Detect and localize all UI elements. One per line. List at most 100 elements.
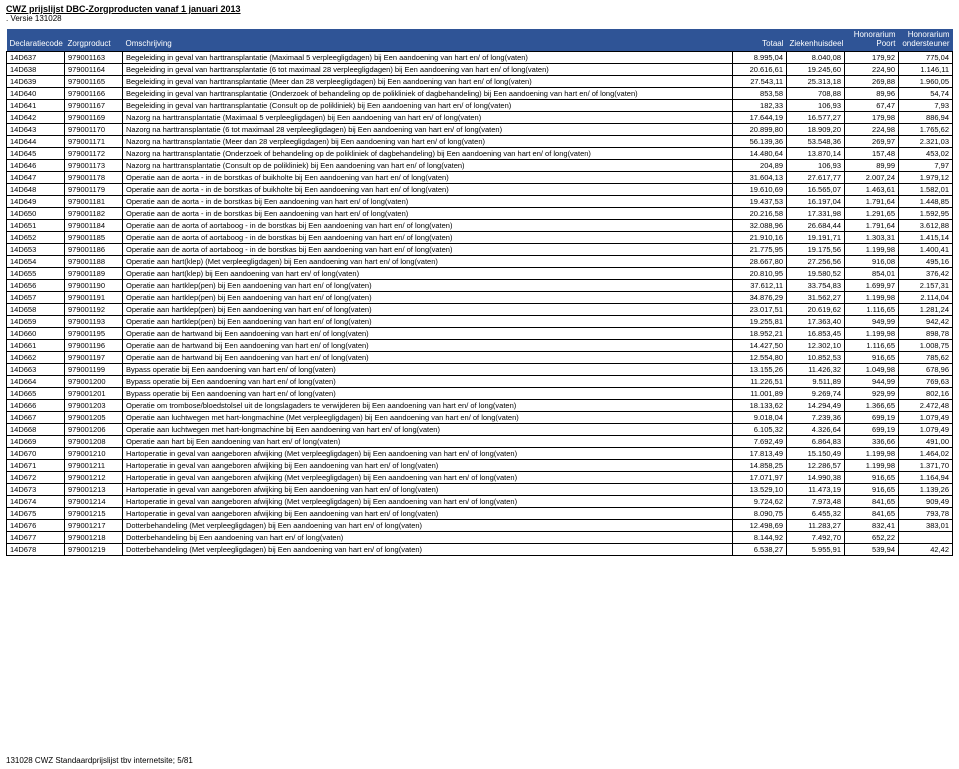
cell-c5: 20.619,62 <box>787 303 845 315</box>
cell-c7: 1.281,24 <box>899 303 953 315</box>
table-row: 14D676979001217Dotterbehandeling (Met ve… <box>7 519 953 531</box>
cell-c2: 979001213 <box>65 483 123 495</box>
cell-c5: 10.852,53 <box>787 351 845 363</box>
cell-c3: Operatie aan de aorta of aortaboog - in … <box>123 231 733 243</box>
cell-c3: Operatie aan luchtwegen met hart-longmac… <box>123 411 733 423</box>
cell-c2: 979001214 <box>65 495 123 507</box>
cell-c4: 20.616,61 <box>733 63 787 75</box>
cell-c7: 678,96 <box>899 363 953 375</box>
table-row: 14D641979001167Begeleiding in geval van … <box>7 99 953 111</box>
cell-c6: 1.199,98 <box>845 447 899 459</box>
cell-c1: 14D646 <box>7 159 65 171</box>
cell-c3: Operatie aan de aorta of aortaboog - in … <box>123 243 733 255</box>
cell-c1: 14D638 <box>7 63 65 75</box>
cell-c2: 979001218 <box>65 531 123 543</box>
cell-c7 <box>899 531 953 543</box>
table-row: 14D646979001173Nazorg na harttransplanta… <box>7 159 953 171</box>
cell-c6: 916,65 <box>845 471 899 483</box>
cell-c4: 31.604,13 <box>733 171 787 183</box>
cell-c2: 979001184 <box>65 219 123 231</box>
cell-c5: 53.548,36 <box>787 135 845 147</box>
table-row: 14D667979001205Operatie aan luchtwegen m… <box>7 411 953 423</box>
cell-c4: 13.529,10 <box>733 483 787 495</box>
cell-c3: Operatie aan de aorta - in de borstkas b… <box>123 207 733 219</box>
cell-c7: 1.139,26 <box>899 483 953 495</box>
cell-c7: 769,63 <box>899 375 953 387</box>
cell-c2: 979001195 <box>65 327 123 339</box>
cell-c2: 979001173 <box>65 159 123 171</box>
cell-c5: 6.864,83 <box>787 435 845 447</box>
cell-c1: 14D671 <box>7 459 65 471</box>
table-row: 14D648979001179Operatie aan de aorta - i… <box>7 183 953 195</box>
cell-c4: 19.255,81 <box>733 315 787 327</box>
cell-c4: 182,33 <box>733 99 787 111</box>
cell-c6: 1.199,98 <box>845 243 899 255</box>
cell-c5: 6.455,32 <box>787 507 845 519</box>
cell-c3: Operatie aan de hartwand bij Een aandoen… <box>123 351 733 363</box>
cell-c3: Hartoperatie in geval van aangeboren afw… <box>123 447 733 459</box>
cell-c5: 25.313,18 <box>787 75 845 87</box>
table-row: 14D638979001164Begeleiding in geval van … <box>7 63 953 75</box>
cell-c4: 21.910,16 <box>733 231 787 243</box>
cell-c2: 979001190 <box>65 279 123 291</box>
cell-c4: 18.952,21 <box>733 327 787 339</box>
cell-c7: 453,02 <box>899 147 953 159</box>
cell-c5: 7.239,36 <box>787 411 845 423</box>
cell-c3: Nazorg na harttransplantatie (Consult op… <box>123 159 733 171</box>
table-row: 14D669979001208Operatie aan hart bij Een… <box>7 435 953 447</box>
cell-c7: 1.582,01 <box>899 183 953 195</box>
cell-c4: 7.692,49 <box>733 435 787 447</box>
cell-c2: 979001169 <box>65 111 123 123</box>
table-row: 14D665979001201Bypass operatie bij Een a… <box>7 387 953 399</box>
cell-c6: 1.199,98 <box>845 327 899 339</box>
table-row: 14D643979001170Nazorg na harttransplanta… <box>7 123 953 135</box>
cell-c4: 17.644,19 <box>733 111 787 123</box>
table-row: 14D675979001215Hartoperatie in geval van… <box>7 507 953 519</box>
cell-c5: 13.870,14 <box>787 147 845 159</box>
cell-c4: 6.105,32 <box>733 423 787 435</box>
cell-c7: 7,97 <box>899 159 953 171</box>
cell-c6: 1.303,31 <box>845 231 899 243</box>
table-row: 14D670979001210Hartoperatie in geval van… <box>7 447 953 459</box>
cell-c2: 979001196 <box>65 339 123 351</box>
cell-c4: 34.876,29 <box>733 291 787 303</box>
cell-c6: 929,99 <box>845 387 899 399</box>
cell-c3: Dotterbehandeling bij Een aandoening van… <box>123 531 733 543</box>
cell-c1: 14D651 <box>7 219 65 231</box>
cell-c1: 14D647 <box>7 171 65 183</box>
cell-c6: 1.791,64 <box>845 195 899 207</box>
cell-c5: 15.150,49 <box>787 447 845 459</box>
cell-c6: 2.007,24 <box>845 171 899 183</box>
cell-c5: 7.973,48 <box>787 495 845 507</box>
cell-c7: 42,42 <box>899 543 953 555</box>
cell-c1: 14D652 <box>7 231 65 243</box>
cell-c4: 17.071,97 <box>733 471 787 483</box>
table-row: 14D653979001186Operatie aan de aorta of … <box>7 243 953 255</box>
cell-c5: 19.245,60 <box>787 63 845 75</box>
cell-c7: 376,42 <box>899 267 953 279</box>
cell-c3: Operatie om trombose/bloedstolsel uit de… <box>123 399 733 411</box>
cell-c7: 898,78 <box>899 327 953 339</box>
cell-c5: 16.197,04 <box>787 195 845 207</box>
cell-c1: 14D663 <box>7 363 65 375</box>
cell-c5: 4.326,64 <box>787 423 845 435</box>
cell-c6: 269,88 <box>845 75 899 87</box>
cell-c6: 157,48 <box>845 147 899 159</box>
cell-c4: 37.612,11 <box>733 279 787 291</box>
cell-c6: 224,90 <box>845 63 899 75</box>
cell-c7: 2.157,31 <box>899 279 953 291</box>
page-title: CWZ prijslijst DBC-Zorgproducten vanaf 1… <box>6 4 953 14</box>
cell-c7: 1.592,95 <box>899 207 953 219</box>
cell-c1: 14D665 <box>7 387 65 399</box>
cell-c7: 775,04 <box>899 51 953 63</box>
cell-c3: Operatie aan de hartwand bij Een aandoen… <box>123 339 733 351</box>
cell-c4: 17.813,49 <box>733 447 787 459</box>
cell-c5: 11.473,19 <box>787 483 845 495</box>
cell-c6: 1.049,98 <box>845 363 899 375</box>
cell-c2: 979001163 <box>65 51 123 63</box>
cell-c3: Nazorg na harttransplantatie (Meer dan 2… <box>123 135 733 147</box>
table-row: 14D666979001203Operatie om trombose/bloe… <box>7 399 953 411</box>
cell-c3: Operatie aan de aorta - in de borstkas o… <box>123 183 733 195</box>
cell-c5: 106,93 <box>787 159 845 171</box>
page-footer: 131028 CWZ Standaardprijslijst tbv inter… <box>6 556 953 765</box>
